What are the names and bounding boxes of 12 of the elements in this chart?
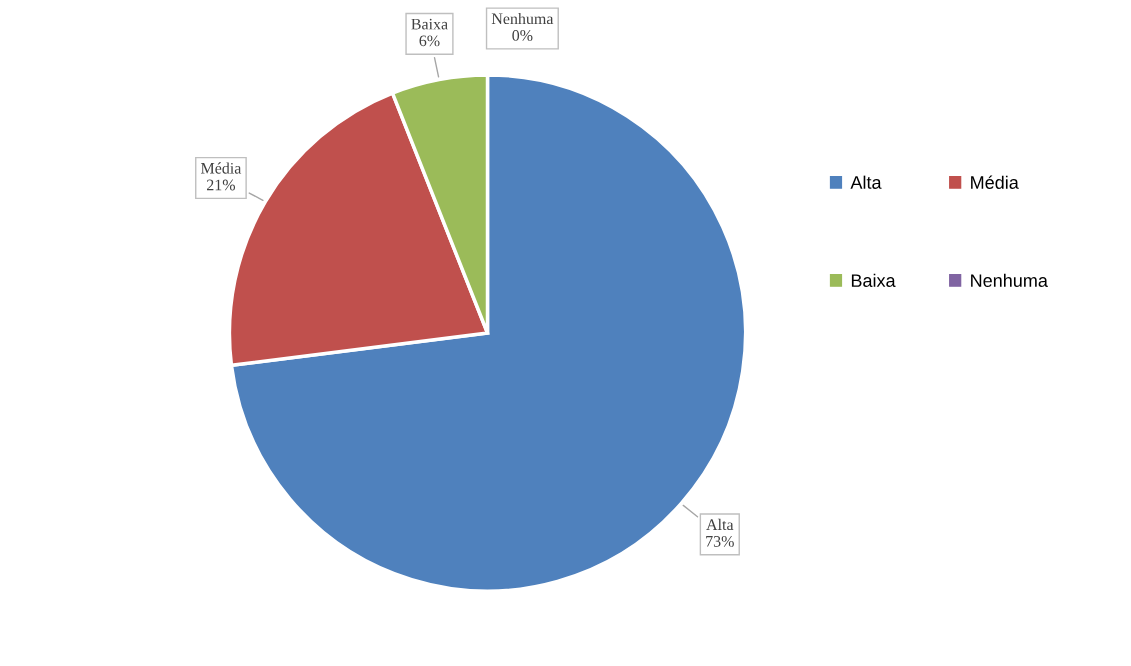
- legend-label: Baixa: [851, 273, 896, 287]
- text: 0%: [512, 30, 533, 41]
- data-label: 73%: [706, 535, 734, 547]
- category-label: Nenhuma: [491, 12, 554, 25]
- slice-label: Alta: [706, 518, 734, 531]
- slice-label: Baixa: [411, 18, 448, 30]
- data-label: 21%: [207, 179, 236, 191]
- legend-label: Alta: [850, 175, 882, 189]
- legend-label: Nenhuma: [971, 273, 1048, 287]
- legend-label: Média: [971, 175, 1019, 189]
- slice-label: Média: [200, 162, 242, 174]
- data-label: 6%: [419, 35, 440, 47]
